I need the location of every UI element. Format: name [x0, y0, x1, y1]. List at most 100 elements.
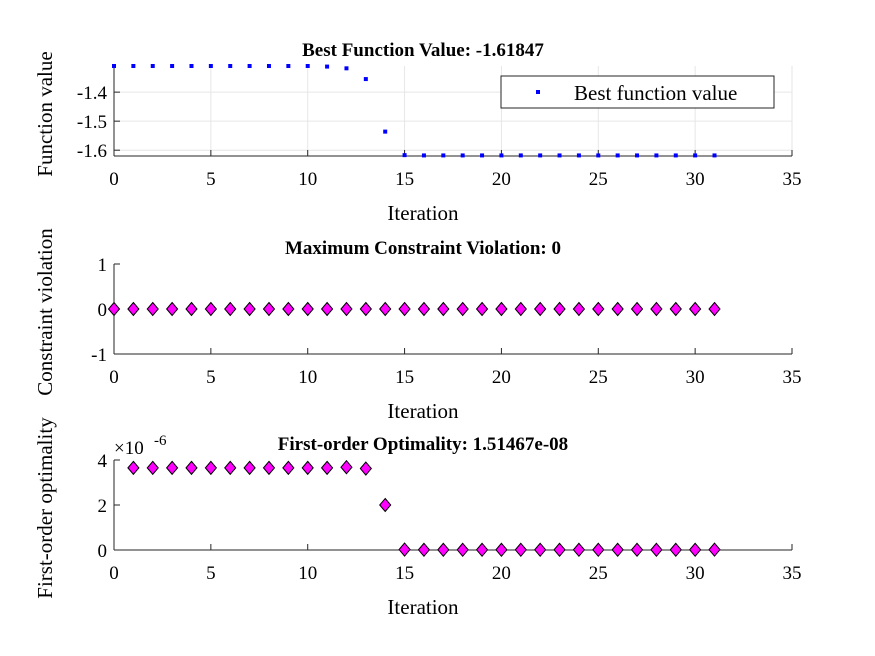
subplot-2 — [107, 263, 793, 355]
data-point — [301, 301, 314, 317]
data-point — [456, 542, 469, 558]
data-point — [630, 301, 644, 317]
y-exponent-base: ×10 — [114, 438, 144, 459]
x-axis-label: Iteration — [387, 399, 459, 423]
data-point — [165, 460, 179, 476]
data-point — [127, 301, 140, 317]
x-tick-label: 10 — [298, 367, 317, 388]
x-tick-label: 30 — [686, 169, 705, 190]
x-tick-label: 0 — [109, 563, 119, 584]
y-tick-label: 2 — [98, 496, 108, 517]
data-point — [669, 301, 682, 317]
legend-marker — [536, 90, 540, 94]
x-tick-label: 20 — [492, 367, 511, 388]
data-point — [243, 301, 256, 317]
data-point — [514, 542, 527, 558]
data-point — [615, 153, 620, 158]
data-point — [127, 460, 140, 476]
data-point — [320, 460, 334, 476]
data-point — [635, 153, 640, 158]
data-point — [398, 301, 411, 317]
x-tick-label: 20 — [492, 563, 511, 584]
data-point — [243, 460, 256, 476]
data-point — [228, 64, 233, 68]
x-tick-label: 30 — [686, 563, 705, 584]
data-point — [224, 460, 237, 476]
chart-title: Best Function Value: -1.61847 — [302, 40, 544, 61]
data-point — [712, 153, 717, 158]
data-point — [534, 542, 547, 558]
data-point — [673, 153, 678, 158]
data-point — [437, 301, 450, 317]
data-point — [204, 301, 218, 317]
data-point — [185, 460, 198, 476]
legend-box — [500, 75, 775, 109]
data-point — [650, 301, 663, 317]
data-point — [224, 301, 237, 317]
data-point — [557, 153, 562, 158]
data-point — [363, 77, 368, 82]
data-point — [650, 542, 663, 558]
y-tick-label: 1 — [98, 255, 108, 276]
data-point — [708, 301, 721, 317]
data-point — [286, 64, 291, 68]
x-tick-label: 5 — [206, 169, 216, 190]
data-point — [553, 542, 566, 558]
y-tick-label: 4 — [98, 451, 108, 472]
data-point — [204, 460, 218, 476]
data-point — [669, 542, 682, 558]
data-point — [301, 460, 314, 476]
data-point — [572, 301, 586, 317]
y-exponent-power: -6 — [154, 433, 167, 449]
x-tick-label: 35 — [783, 563, 802, 584]
x-tick-label: 15 — [395, 367, 414, 388]
data-point — [379, 301, 392, 317]
data-point — [421, 153, 426, 158]
data-point — [247, 64, 252, 68]
data-point — [518, 153, 523, 158]
data-point — [437, 542, 450, 558]
data-point — [592, 301, 605, 317]
data-point — [325, 64, 330, 69]
data-point — [262, 460, 276, 476]
y-tick-label: -1.5 — [77, 112, 107, 133]
data-point — [611, 542, 624, 558]
y-tick-label: -1.6 — [77, 141, 107, 162]
data-point — [305, 64, 310, 68]
data-point — [189, 64, 194, 68]
data-point — [592, 542, 605, 558]
x-axis-label: Iteration — [387, 595, 459, 619]
data-point — [146, 460, 159, 476]
y-tick-label: 0 — [98, 300, 108, 321]
data-point — [150, 64, 155, 68]
x-tick-label: 10 — [298, 563, 317, 584]
data-point — [495, 301, 508, 317]
data-point — [344, 66, 349, 71]
data-point — [320, 301, 334, 317]
data-point — [340, 459, 353, 475]
data-point — [514, 301, 527, 317]
data-point — [708, 542, 721, 557]
data-point — [208, 64, 213, 68]
y-axis-label: First-order optimality — [33, 417, 57, 599]
data-point — [654, 153, 659, 158]
data-point — [499, 153, 504, 158]
y-axis-label: Function value — [33, 51, 57, 176]
data-point — [553, 301, 566, 317]
data-point — [538, 153, 543, 158]
data-point — [262, 301, 276, 317]
y-tick-label: 0 — [98, 541, 108, 562]
data-point — [534, 301, 547, 317]
data-point — [112, 64, 116, 68]
x-tick-label: 35 — [783, 169, 802, 190]
data-point — [146, 301, 159, 317]
data-point — [417, 301, 431, 317]
data-point — [596, 153, 601, 158]
data-point — [359, 461, 372, 476]
data-point — [576, 153, 581, 158]
data-point — [456, 301, 469, 317]
data-point — [475, 542, 489, 558]
data-point — [379, 497, 392, 513]
data-point — [480, 153, 485, 158]
